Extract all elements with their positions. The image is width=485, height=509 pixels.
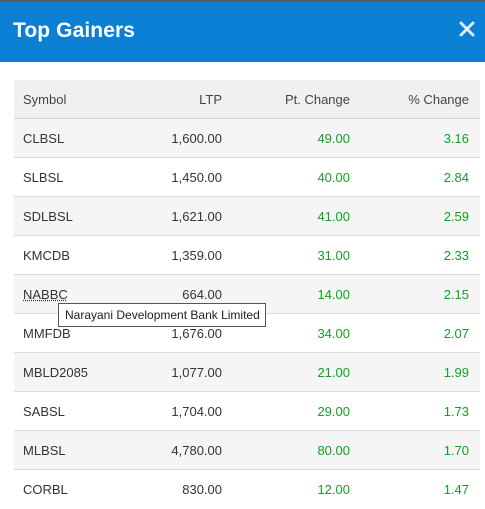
row-pt-change: 34.00: [317, 326, 350, 341]
row-ltp: 664.00: [182, 287, 222, 302]
table-row: MLBSL 4,780.00 80.00 1.70: [14, 431, 480, 470]
row-pct-change: 3.16: [443, 131, 469, 146]
row-ltp: 1,077.00: [171, 365, 222, 380]
row-symbol[interactable]: NABBC: [23, 287, 68, 302]
column-header-pct-change: % Change: [408, 92, 469, 107]
row-pt-change: 41.00: [317, 209, 350, 224]
row-ltp: 830.00: [182, 482, 222, 497]
table-row: SDLBSL 1,621.00 41.00 2.59: [14, 197, 480, 236]
table-row: CLBSL 1,600.00 49.00 3.16: [14, 119, 480, 158]
table-row: SLBSL 1,450.00 40.00 2.84: [14, 158, 480, 197]
row-ltp: 1,600.00: [171, 131, 222, 146]
row-pct-change: 1.73: [443, 404, 469, 419]
row-pt-change: 80.00: [317, 443, 350, 458]
top-gainers-table: Symbol LTP Pt. Change % Change CLBSL 1,6…: [14, 80, 480, 509]
row-ltp: 1,450.00: [171, 170, 222, 185]
row-symbol[interactable]: KMCDB: [23, 248, 70, 263]
row-symbol[interactable]: MBLD2085: [23, 365, 89, 380]
table-row: CORBL 830.00 12.00 1.47: [14, 470, 480, 509]
row-pct-change: 1.70: [443, 443, 469, 458]
row-symbol[interactable]: CLBSL: [23, 131, 65, 146]
modal-header: Top Gainers: [0, 0, 485, 62]
row-pct-change: 2.59: [443, 209, 469, 224]
symbol-tooltip: Narayani Development Bank Limited: [58, 303, 266, 327]
row-pt-change: 31.00: [317, 248, 350, 263]
row-pt-change: 40.00: [317, 170, 350, 185]
table-row: KMCDB 1,359.00 31.00 2.33: [14, 236, 480, 275]
row-ltp: 1,621.00: [171, 209, 222, 224]
row-ltp: 4,780.00: [171, 443, 222, 458]
row-ltp: 1,676.00: [171, 326, 222, 341]
column-header-symbol: Symbol: [23, 92, 67, 107]
column-header-ltp: LTP: [199, 92, 222, 107]
row-symbol[interactable]: SABSL: [23, 404, 65, 419]
row-pct-change: 1.47: [443, 482, 469, 497]
row-ltp: 1,359.00: [171, 248, 222, 263]
row-symbol[interactable]: MLBSL: [23, 443, 66, 458]
table-row: MBLD2085 1,077.00 21.00 1.99: [14, 353, 480, 392]
row-symbol[interactable]: MMFDB: [23, 326, 71, 341]
row-pt-change: 29.00: [317, 404, 350, 419]
row-pct-change: 2.84: [443, 170, 469, 185]
row-pct-change: 2.33: [443, 248, 469, 263]
table-row: SABSL 1,704.00 29.00 1.73: [14, 392, 480, 431]
modal-title: Top Gainers: [13, 19, 136, 42]
row-pct-change: 1.99: [443, 365, 469, 380]
row-symbol[interactable]: CORBL: [23, 482, 68, 497]
row-pct-change: 2.15: [443, 287, 469, 302]
row-pt-change: 21.00: [317, 365, 350, 380]
close-icon[interactable]: [458, 20, 480, 42]
row-ltp: 1,704.00: [171, 404, 222, 419]
row-symbol[interactable]: SDLBSL: [23, 209, 73, 224]
row-pt-change: 14.00: [317, 287, 350, 302]
row-pct-change: 2.07: [443, 326, 469, 341]
row-symbol[interactable]: SLBSL: [23, 170, 64, 185]
table-header-row: Symbol LTP Pt. Change % Change: [14, 80, 480, 119]
row-pt-change: 49.00: [317, 131, 350, 146]
column-header-pt-change: Pt. Change: [284, 92, 350, 107]
row-pt-change: 12.00: [317, 482, 350, 497]
